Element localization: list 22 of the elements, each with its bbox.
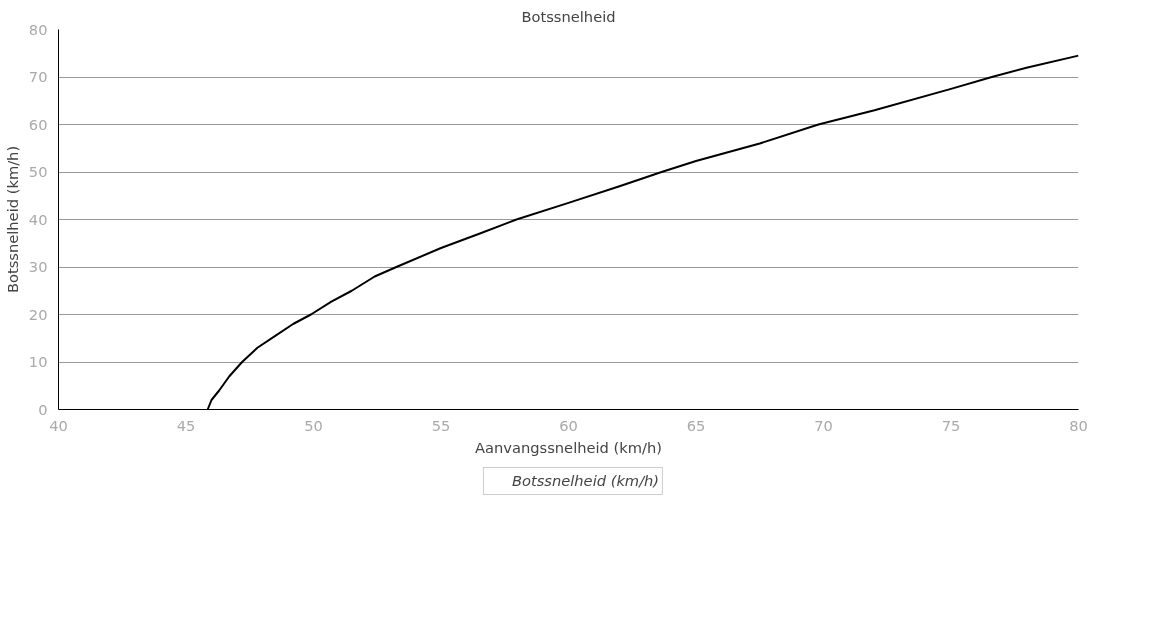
x-tick-label: 45 xyxy=(176,416,196,434)
y-axis-title: Botssnelheid (km/h) xyxy=(3,145,21,294)
x-tick-label: 55 xyxy=(431,416,451,434)
y-tick-label: 50 xyxy=(28,163,48,180)
x-axis-title: Aanvangssnelheid (km/h) xyxy=(475,438,662,456)
x-tick-label: 50 xyxy=(304,416,323,434)
y-tick-label: 80 xyxy=(28,20,48,38)
x-tick-label: 65 xyxy=(686,416,706,434)
chart-title: Botssnelheid xyxy=(521,7,616,25)
x-tick-label: 75 xyxy=(941,416,961,434)
y-tick-label: 40 xyxy=(28,210,48,228)
y-tick-label: 10 xyxy=(28,353,48,370)
y-tick-label: 0 xyxy=(38,400,48,418)
x-tick-label: 60 xyxy=(559,416,578,434)
x-tick-label: 40 xyxy=(49,416,68,434)
x-tick-label: 70 xyxy=(814,416,833,434)
y-tick-label: 70 xyxy=(28,68,48,85)
x-tick-label: 80 xyxy=(1069,416,1088,434)
text: Botssnelheid (km/h) xyxy=(511,472,660,489)
y-tick-label: 30 xyxy=(28,258,48,275)
y-tick-label: 60 xyxy=(28,115,48,133)
y-tick-label: 20 xyxy=(28,305,48,323)
